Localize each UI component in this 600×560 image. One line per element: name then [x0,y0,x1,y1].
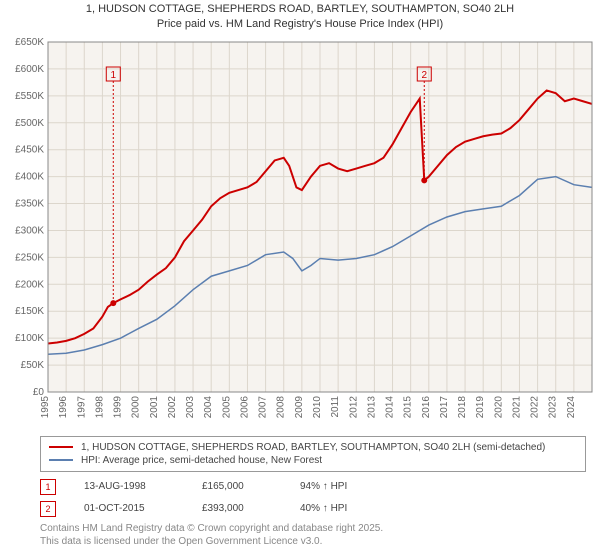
sales-row: 1 13-AUG-1998 £165,000 94% ↑ HPI [40,476,586,498]
svg-text:2013: 2013 [366,395,377,418]
svg-text:2010: 2010 [312,395,323,418]
svg-text:£450K: £450K [15,144,44,155]
legend-item: HPI: Average price, semi-detached house,… [49,454,577,467]
svg-text:2018: 2018 [457,395,468,418]
svg-text:2016: 2016 [421,395,432,418]
copyright-line1: Contains HM Land Registry data © Crown c… [40,522,586,535]
sales-hpi: 94% ↑ HPI [300,481,380,492]
svg-text:2017: 2017 [439,395,450,418]
svg-text:2002: 2002 [167,395,178,418]
svg-text:2000: 2000 [131,395,142,418]
svg-text:2004: 2004 [203,395,214,418]
svg-text:£150K: £150K [15,306,44,317]
sales-date: 01-OCT-2015 [84,503,174,514]
svg-text:2008: 2008 [276,395,287,418]
legend-label: HPI: Average price, semi-detached house,… [81,455,322,466]
legend-item: 1, HUDSON COTTAGE, SHEPHERDS ROAD, BARTL… [49,441,577,454]
svg-text:£300K: £300K [15,225,44,236]
svg-text:£100K: £100K [15,333,44,344]
svg-text:2011: 2011 [330,395,341,417]
title-line2: Price paid vs. HM Land Registry's House … [0,17,600,32]
svg-text:2005: 2005 [221,395,232,418]
svg-text:1997: 1997 [76,395,87,418]
svg-text:£50K: £50K [21,360,45,371]
svg-text:£550K: £550K [15,91,44,102]
svg-text:2009: 2009 [294,395,305,418]
svg-text:2020: 2020 [493,395,504,418]
legend-swatch [49,459,73,461]
svg-text:2014: 2014 [385,395,396,418]
sales-marker: 1 [40,479,56,495]
chart-title: 1, HUDSON COTTAGE, SHEPHERDS ROAD, BARTL… [0,0,600,32]
svg-text:2023: 2023 [548,395,559,418]
svg-text:1999: 1999 [113,395,124,418]
svg-text:£400K: £400K [15,171,44,182]
svg-text:£200K: £200K [15,279,44,290]
legend-box: 1, HUDSON COTTAGE, SHEPHERDS ROAD, BARTL… [40,436,586,472]
svg-text:2019: 2019 [475,395,486,418]
sales-table: 1 13-AUG-1998 £165,000 94% ↑ HPI 2 01-OCT-201… [40,476,586,520]
svg-text:2022: 2022 [530,395,541,418]
svg-text:2021: 2021 [511,395,522,418]
line-chart: £0£50K£100K£150K£200K£250K£300K£350K£400… [0,32,600,432]
legend-swatch [49,446,73,448]
svg-text:2: 2 [421,70,427,81]
sales-date: 13-AUG-1998 [84,481,174,492]
svg-text:£500K: £500K [15,117,44,128]
svg-text:2012: 2012 [348,395,359,418]
svg-text:2015: 2015 [403,395,414,418]
svg-text:£250K: £250K [15,252,44,263]
svg-text:2003: 2003 [185,395,196,418]
chart-area: £0£50K£100K£150K£200K£250K£300K£350K£400… [0,32,600,432]
svg-text:2024: 2024 [566,395,577,418]
svg-text:£600K: £600K [15,64,44,75]
copyright-line2: This data is licensed under the Open Gov… [40,535,586,548]
svg-text:1995: 1995 [40,395,51,418]
svg-text:2007: 2007 [258,395,269,418]
legend-label: 1, HUDSON COTTAGE, SHEPHERDS ROAD, BARTL… [81,442,545,453]
title-line1: 1, HUDSON COTTAGE, SHEPHERDS ROAD, BARTL… [0,2,600,17]
svg-text:2001: 2001 [149,395,160,418]
svg-text:2006: 2006 [239,395,250,418]
copyright-notice: Contains HM Land Registry data © Crown c… [40,522,586,548]
svg-text:1: 1 [110,70,116,81]
sales-price: £393,000 [202,503,272,514]
svg-text:£650K: £650K [15,37,44,48]
sales-price: £165,000 [202,481,272,492]
sales-hpi: 40% ↑ HPI [300,503,380,514]
svg-text:1998: 1998 [94,395,105,418]
sales-row: 2 01-OCT-2015 £393,000 40% ↑ HPI [40,498,586,520]
sales-marker: 2 [40,501,56,517]
svg-text:1996: 1996 [58,395,69,418]
svg-text:£350K: £350K [15,198,44,209]
